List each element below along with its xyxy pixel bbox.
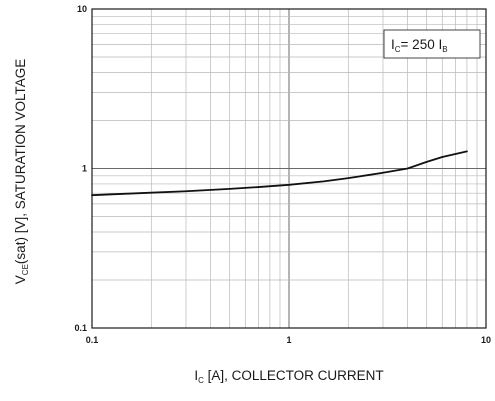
annotation-text: IC= 250 IB: [391, 37, 448, 54]
grid: [92, 9, 486, 328]
x-tick-label: 0.1: [86, 335, 99, 345]
annotation-lhs-sub: C: [395, 45, 401, 54]
x-axis-label-sub: C: [198, 376, 204, 385]
annotation-box: IC= 250 IB: [383, 29, 481, 59]
tick-labels: 0.1 1 10 0.1 1 10: [74, 4, 491, 345]
x-axis-label: IC [A], COLLECTOR CURRENT: [194, 368, 383, 385]
x-tick-label: 10: [481, 335, 491, 345]
y-tick-label: 10: [77, 4, 87, 14]
y-tick-label: 1: [82, 164, 87, 174]
y-axis-label-rest: (sat) [V], SATURATION VOLTAGE: [13, 59, 28, 264]
series-group: [91, 150, 468, 197]
x-axis-label-main: I: [194, 368, 198, 383]
plot-frame: [91, 8, 487, 329]
annotation-lhs: I: [391, 37, 395, 52]
y-axis-label: VCE(sat) [V], SATURATION VOLTAGE: [13, 59, 30, 284]
annotation-rhs-sub: B: [442, 45, 447, 54]
x-tick-label: 1: [286, 335, 291, 345]
series-line-1: [91, 150, 468, 197]
annotation-mid: = 250 I: [401, 37, 443, 52]
annotation-frame: [383, 29, 481, 59]
y-axis-label-main: V: [13, 275, 28, 284]
y-axis-label-sub: CE: [21, 264, 30, 275]
x-axis-label-rest: [A], COLLECTOR CURRENT: [204, 368, 384, 383]
y-tick-label: 0.1: [74, 323, 87, 333]
